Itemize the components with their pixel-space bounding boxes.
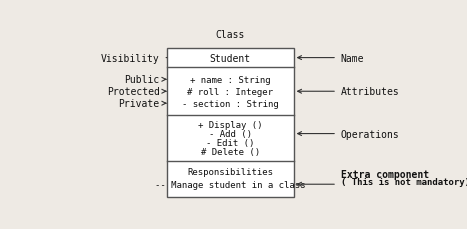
Text: Public: Public: [125, 75, 160, 85]
Text: Class: Class: [216, 30, 245, 40]
Text: Extra component: Extra component: [341, 170, 429, 180]
Text: Responsibilities: Responsibilities: [187, 168, 273, 177]
Text: Operations: Operations: [341, 129, 399, 139]
Text: Attributes: Attributes: [341, 87, 399, 97]
Text: Visibility: Visibility: [101, 53, 160, 63]
Text: # roll : Integer: # roll : Integer: [187, 87, 273, 96]
Text: - Add (): - Add (): [209, 130, 252, 139]
Text: + name : String: + name : String: [190, 76, 270, 85]
Text: Student: Student: [210, 53, 251, 63]
Text: + Display (): + Display (): [198, 120, 262, 129]
Text: ( This is not mandatory): ( This is not mandatory): [341, 177, 467, 186]
Text: - section : String: - section : String: [182, 99, 279, 108]
Text: Private: Private: [119, 99, 160, 109]
Text: Name: Name: [341, 53, 364, 63]
Text: -- Manage student in a class: -- Manage student in a class: [155, 180, 305, 189]
Bar: [167, 49, 294, 197]
Text: Protected: Protected: [107, 87, 160, 97]
Text: - Edit (): - Edit (): [206, 139, 255, 148]
Text: # Delete (): # Delete (): [201, 148, 260, 157]
